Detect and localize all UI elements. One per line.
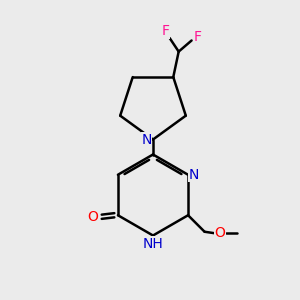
Text: N: N [188, 168, 199, 182]
Text: N: N [141, 133, 152, 146]
Text: O: O [87, 210, 98, 224]
Text: F: F [194, 31, 202, 44]
Text: F: F [162, 25, 170, 38]
Text: NH: NH [142, 237, 164, 251]
Text: O: O [215, 226, 226, 240]
